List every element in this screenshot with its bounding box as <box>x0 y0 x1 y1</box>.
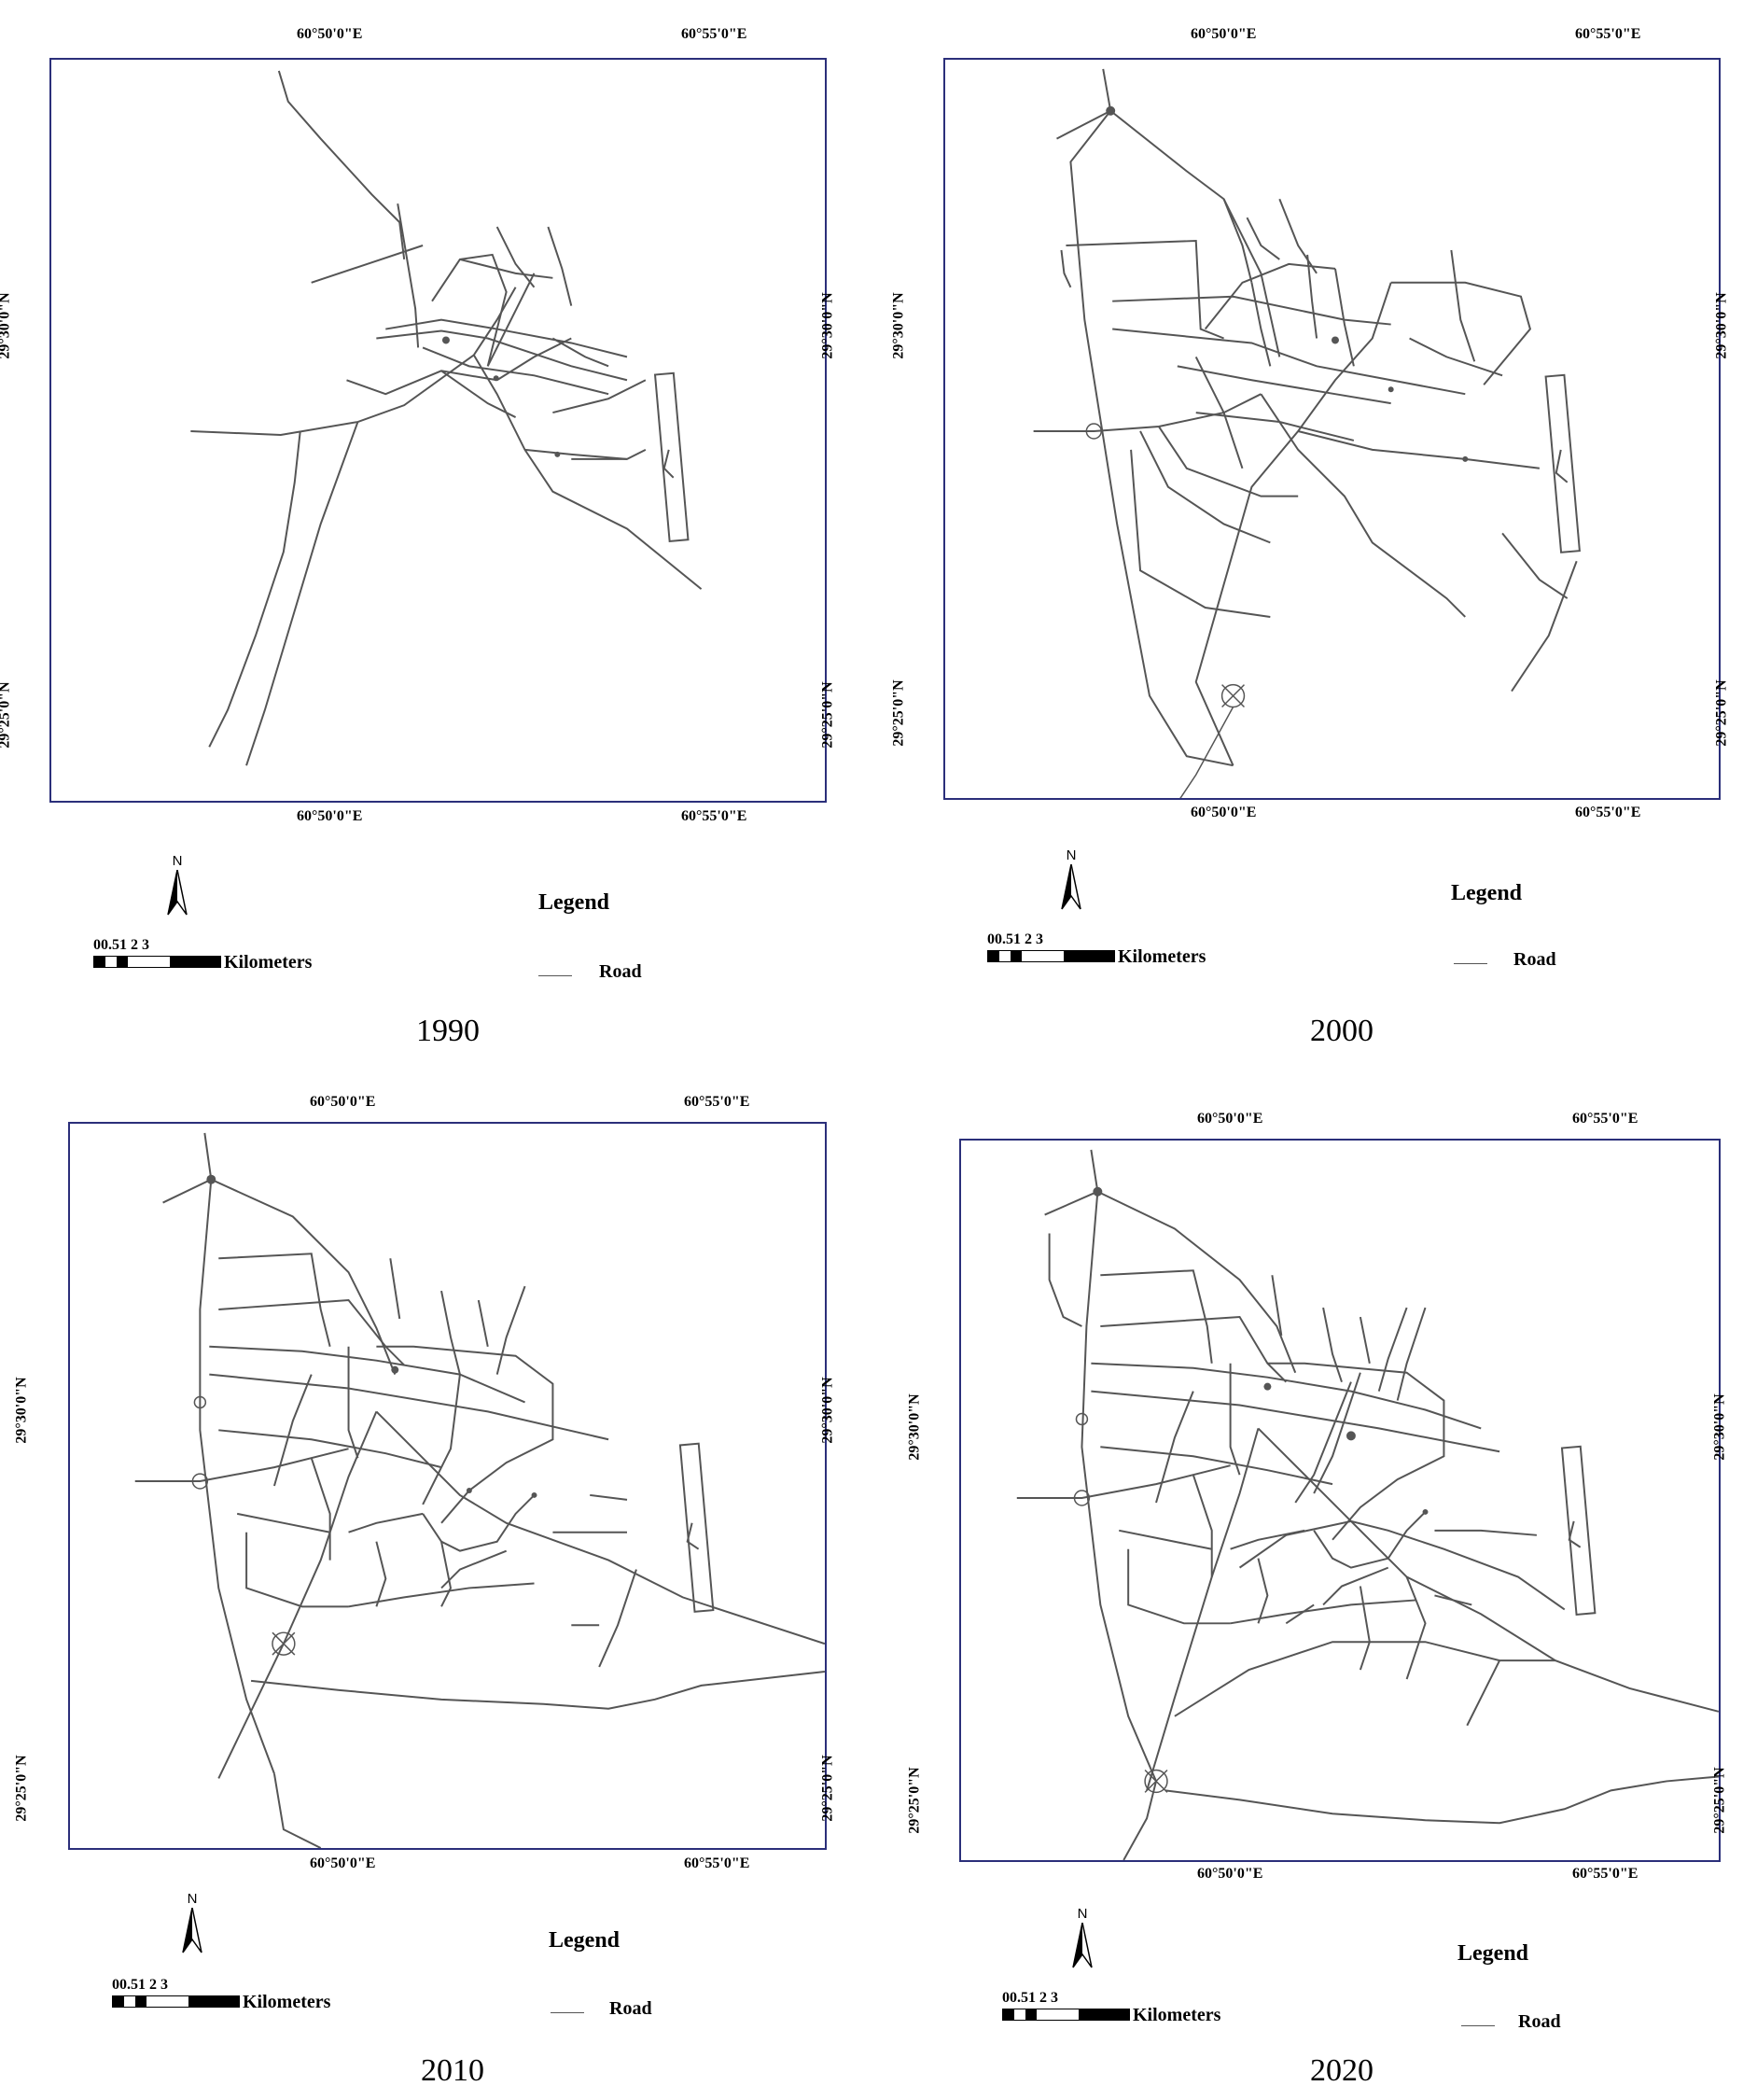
legend-title: Legend <box>549 1928 621 1953</box>
lon-label-bottom-right: 60°55'0"E <box>1575 805 1641 820</box>
lon-label-top-left: 60°50'0"E <box>297 26 363 42</box>
road-network <box>1033 68 1581 798</box>
north-label: N <box>1066 847 1077 863</box>
lon-label-bottom-left: 60°50'0"E <box>297 808 363 824</box>
north-arrow-icon: N <box>1064 1906 1101 1975</box>
road-network <box>134 1132 825 1848</box>
legend-road-label: Road <box>1518 2011 1561 2032</box>
north-arrow-icon: N <box>159 853 196 922</box>
north-arrow-icon: N <box>1053 847 1090 917</box>
lon-label-bottom-left: 60°50'0"E <box>1191 805 1257 820</box>
lon-label-bottom-right: 60°55'0"E <box>684 1855 750 1871</box>
lon-label-bottom-right: 60°55'0"E <box>1572 1866 1638 1882</box>
lat-label-left-upper: 29°30'0"N <box>890 292 907 359</box>
north-arrow-icon: N <box>174 1891 211 1960</box>
legend-road-label: Road <box>1513 949 1556 970</box>
lon-label-top-right: 60°55'0"E <box>684 1094 750 1110</box>
north-label: N <box>187 1891 198 1907</box>
legend-road-line <box>551 2012 584 2013</box>
north-label: N <box>1077 1906 1088 1922</box>
year-label: 2010 <box>421 2053 484 2088</box>
legend-road-label: Road <box>599 961 642 982</box>
lon-label-top-left: 60°50'0"E <box>1191 26 1257 42</box>
lat-label-right-lower: 29°25'0"N <box>1711 1767 1728 1834</box>
scale-ticks: 00.51 2 3 <box>93 937 149 953</box>
lat-label-left-lower: 29°25'0"N <box>906 1767 923 1834</box>
lon-label-top-left: 60°50'0"E <box>310 1094 376 1110</box>
lon-label-top-left: 60°50'0"E <box>1197 1111 1263 1127</box>
lat-label-left-upper: 29°30'0"N <box>906 1393 923 1461</box>
lat-label-left-lower: 29°25'0"N <box>0 681 13 749</box>
lon-label-top-right: 60°55'0"E <box>681 26 747 42</box>
scale-unit: Kilometers <box>224 952 313 973</box>
scale-ticks: 00.51 2 3 <box>112 1977 168 1993</box>
lon-label-top-right: 60°55'0"E <box>1575 26 1641 42</box>
scale-ticks: 00.51 2 3 <box>1002 1990 1058 2006</box>
legend-road-line <box>1454 963 1487 964</box>
scale-ticks: 00.51 2 3 <box>987 931 1043 947</box>
year-label: 2020 <box>1310 2053 1374 2088</box>
scale-unit: Kilometers <box>1118 946 1206 967</box>
legend-road-label: Road <box>609 1998 652 2019</box>
lat-label-right-upper: 29°30'0"N <box>1713 292 1730 359</box>
lon-label-bottom-left: 60°50'0"E <box>1197 1866 1263 1882</box>
legend-title: Legend <box>1457 1941 1529 1966</box>
year-label: 2000 <box>1310 1014 1374 1048</box>
lat-label-right-lower: 29°25'0"N <box>1713 679 1730 747</box>
legend-title: Legend <box>538 890 610 915</box>
legend-road-line <box>1461 2025 1495 2026</box>
road-network <box>190 70 703 766</box>
scale-unit: Kilometers <box>1133 2005 1221 2025</box>
map-frame <box>959 1139 1721 1862</box>
map-frame <box>943 58 1721 800</box>
lat-label-right-upper: 29°30'0"N <box>1711 1393 1728 1461</box>
north-label: N <box>172 853 183 869</box>
lat-label-right-lower: 29°25'0"N <box>819 681 836 749</box>
lon-label-bottom-left: 60°50'0"E <box>310 1855 376 1871</box>
road-network <box>1016 1149 1719 1860</box>
map-frame <box>49 58 827 803</box>
scale-unit: Kilometers <box>243 1992 331 2012</box>
map-frame <box>68 1122 827 1850</box>
lat-label-right-upper: 29°30'0"N <box>819 1377 836 1444</box>
lat-label-right-lower: 29°25'0"N <box>819 1755 836 1822</box>
lat-label-left-lower: 29°25'0"N <box>890 679 907 747</box>
lat-label-left-upper: 29°30'0"N <box>0 292 13 359</box>
legend-title: Legend <box>1451 881 1523 905</box>
legend-road-line <box>538 975 572 976</box>
lon-label-top-right: 60°55'0"E <box>1572 1111 1638 1127</box>
lat-label-left-lower: 29°25'0"N <box>13 1755 30 1822</box>
lat-label-left-upper: 29°30'0"N <box>13 1377 30 1444</box>
lon-label-bottom-right: 60°55'0"E <box>681 808 747 824</box>
year-label: 1990 <box>416 1014 480 1048</box>
lat-label-right-upper: 29°30'0"N <box>819 292 836 359</box>
